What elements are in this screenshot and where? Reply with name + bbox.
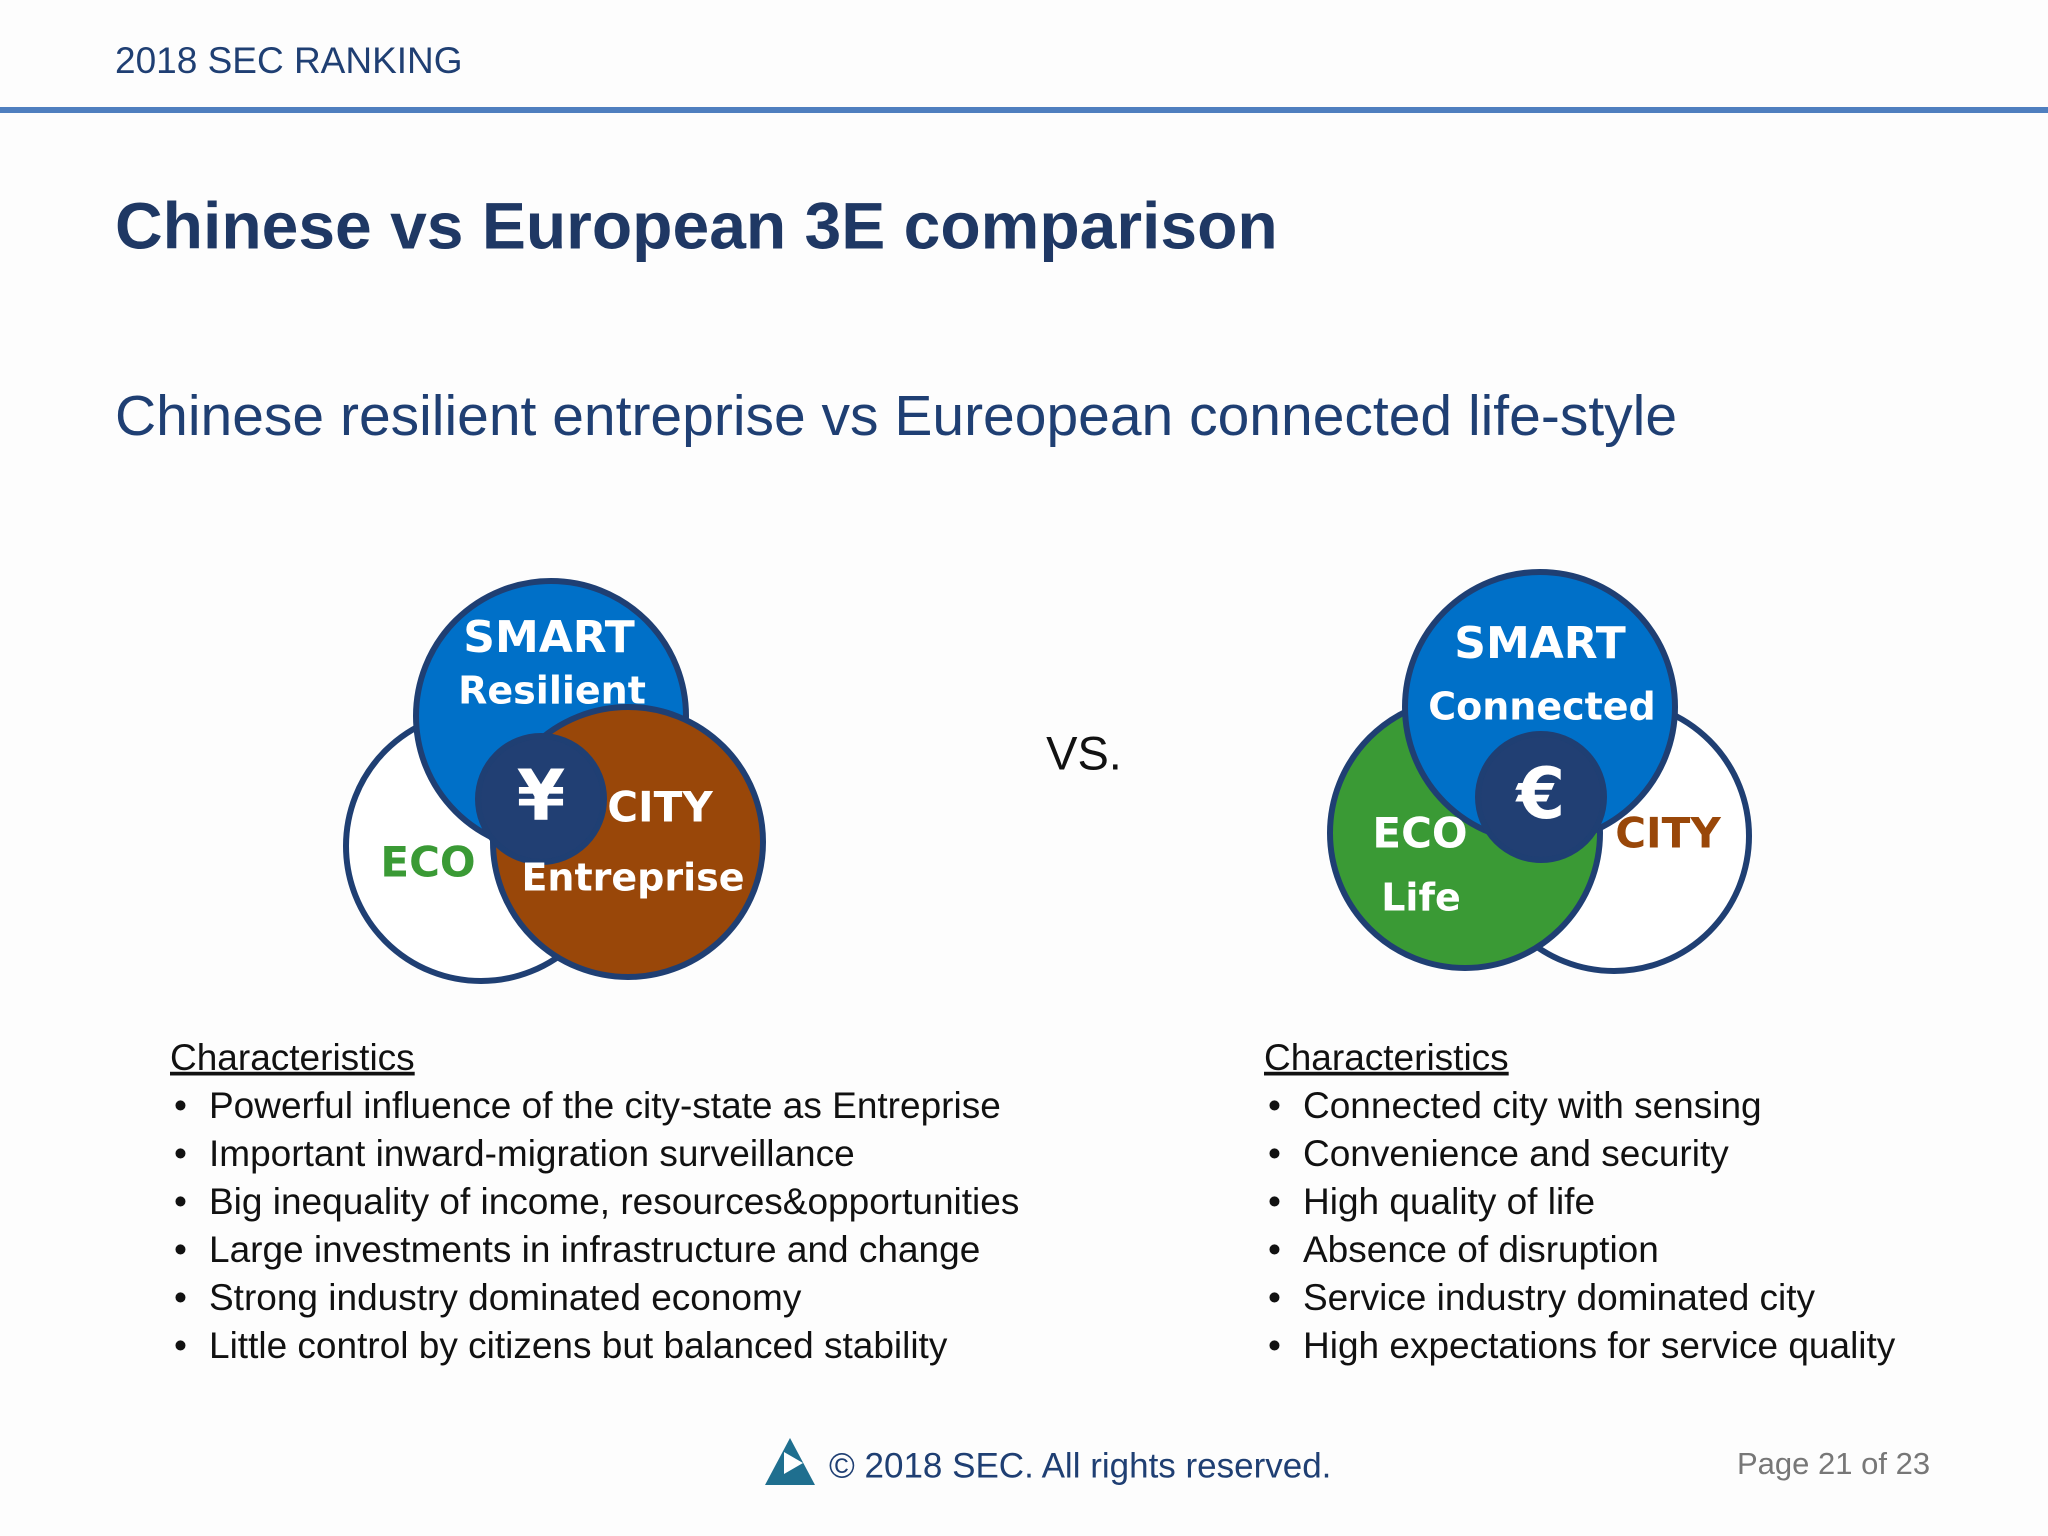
bullet: • bbox=[1268, 1277, 1281, 1318]
title: Chinese vs European 3E comparison bbox=[115, 188, 1278, 262]
center-circle bbox=[1475, 731, 1607, 863]
center-circle bbox=[475, 733, 607, 865]
footer-logo bbox=[765, 1438, 815, 1485]
diagram-label: Connected bbox=[1428, 685, 1656, 729]
left-diagram bbox=[343, 578, 766, 984]
currency-symbol: ¥ bbox=[517, 755, 566, 837]
currency-symbol: € bbox=[1515, 753, 1566, 835]
bullet: • bbox=[1268, 1229, 1281, 1270]
list-item: Large investments in infrastructure and … bbox=[209, 1229, 980, 1270]
copyright: © 2018 SEC. All rights reserved. bbox=[829, 1446, 1331, 1485]
list-item: Connected city with sensing bbox=[1303, 1085, 1762, 1126]
diagram-label: SMART bbox=[1454, 618, 1625, 669]
diagram-label: Entreprise bbox=[521, 856, 744, 900]
diagram-label: ECO bbox=[380, 838, 475, 887]
bullet: • bbox=[174, 1181, 187, 1222]
list-item: Big inequality of income, resources&oppo… bbox=[209, 1181, 1019, 1222]
header-rule bbox=[0, 107, 2048, 113]
bullet: • bbox=[1268, 1133, 1281, 1174]
vs-label: VS. bbox=[1046, 726, 1122, 779]
right-diagram bbox=[1327, 569, 1752, 974]
bullet: • bbox=[1268, 1085, 1281, 1126]
list-item: High expectations for service quality bbox=[1303, 1325, 1896, 1366]
subtitle: Chinese resilient entreprise vs Eureopea… bbox=[115, 384, 1677, 448]
list-item: Convenience and security bbox=[1303, 1133, 1729, 1174]
list-item: Important inward-migration surveillance bbox=[209, 1133, 855, 1174]
list-heading: Characteristics bbox=[170, 1037, 415, 1078]
bullet: • bbox=[1268, 1181, 1281, 1222]
bullet: • bbox=[174, 1325, 187, 1366]
list-item: Little control by citizens but balanced … bbox=[209, 1325, 948, 1366]
list-item: Absence of disruption bbox=[1303, 1229, 1659, 1270]
bullet: • bbox=[174, 1133, 187, 1174]
list-item: Strong industry dominated economy bbox=[209, 1277, 802, 1318]
diagram-label: CITY bbox=[607, 783, 713, 832]
bullet: • bbox=[174, 1085, 187, 1126]
diagram-label: CITY bbox=[1615, 809, 1721, 858]
header-label: 2018 SEC RANKING bbox=[115, 40, 463, 81]
diagram-label: SMART bbox=[463, 612, 634, 663]
diagram-label: ECO bbox=[1372, 809, 1467, 858]
list-item: High quality of life bbox=[1303, 1181, 1595, 1222]
bullet: • bbox=[174, 1229, 187, 1270]
list-item: Service industry dominated city bbox=[1303, 1277, 1816, 1318]
diagram-label: Life bbox=[1381, 876, 1461, 920]
page-number: Page 21 of 23 bbox=[1737, 1446, 1930, 1481]
diagram-label: Resilient bbox=[458, 669, 646, 713]
bullet: • bbox=[174, 1277, 187, 1318]
bullet: • bbox=[1268, 1325, 1281, 1366]
list-heading: Characteristics bbox=[1264, 1037, 1509, 1078]
list-item: Powerful influence of the city-state as … bbox=[209, 1085, 1001, 1126]
